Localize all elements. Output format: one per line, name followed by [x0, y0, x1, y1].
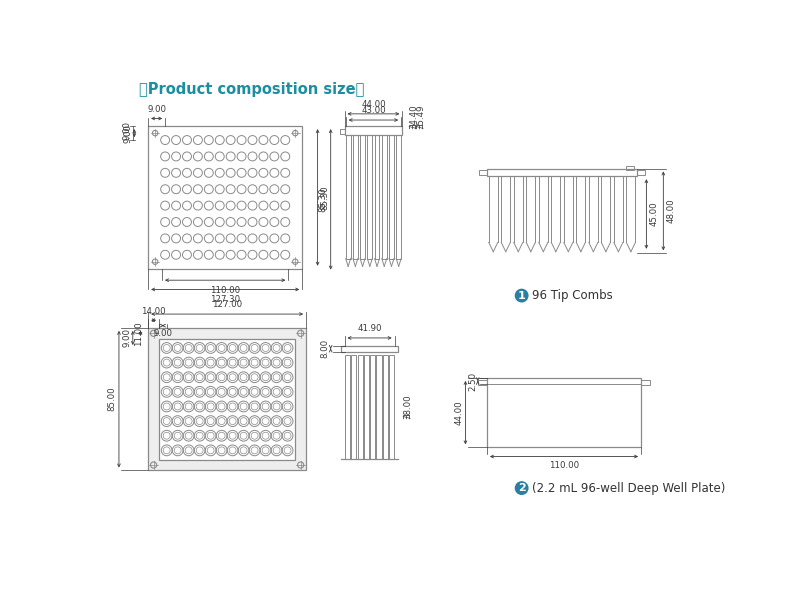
- Text: 【Product composition size】: 【Product composition size】: [139, 82, 364, 97]
- Bar: [345, 355, 350, 459]
- Text: 11.00: 11.00: [134, 321, 143, 346]
- Text: 1: 1: [518, 291, 526, 300]
- Bar: [382, 135, 386, 259]
- Text: 96 Tip Combs: 96 Tip Combs: [532, 289, 613, 302]
- Bar: [487, 378, 641, 447]
- Bar: [389, 135, 394, 259]
- Circle shape: [514, 481, 529, 495]
- Bar: [353, 135, 358, 259]
- Text: 110.00: 110.00: [549, 461, 579, 470]
- Text: ∄8.00: ∄8.00: [402, 395, 411, 419]
- Text: 48.00: 48.00: [666, 198, 675, 224]
- Text: 43.00: 43.00: [361, 107, 386, 116]
- Text: 2: 2: [518, 483, 526, 493]
- Text: 44.00: 44.00: [361, 100, 386, 109]
- Text: 9.00: 9.00: [154, 329, 172, 338]
- Bar: [641, 380, 650, 385]
- Bar: [396, 135, 401, 259]
- Text: 45.00: 45.00: [650, 201, 658, 226]
- Bar: [346, 135, 350, 259]
- Text: 127.30: 127.30: [210, 295, 240, 304]
- Text: 14.00: 14.00: [142, 306, 166, 316]
- Bar: [478, 380, 487, 385]
- Bar: [479, 170, 487, 175]
- Bar: [382, 355, 388, 459]
- Bar: [341, 346, 398, 352]
- Bar: [364, 355, 369, 459]
- Bar: [360, 135, 365, 259]
- Text: 85.00: 85.00: [107, 387, 117, 411]
- Bar: [389, 355, 394, 459]
- Text: 44.00: 44.00: [454, 401, 464, 425]
- Text: 127.00: 127.00: [212, 300, 242, 309]
- Text: (2.2 mL 96-well Deep Well Plate): (2.2 mL 96-well Deep Well Plate): [532, 482, 725, 495]
- Circle shape: [514, 288, 529, 303]
- Bar: [487, 169, 637, 176]
- Text: 9.00: 9.00: [147, 105, 166, 114]
- Bar: [626, 166, 634, 170]
- Bar: [376, 355, 382, 459]
- Text: 9.00: 9.00: [124, 123, 133, 142]
- Bar: [340, 129, 345, 134]
- Bar: [370, 355, 375, 459]
- Text: ∄5.49: ∄5.49: [416, 105, 425, 129]
- Bar: [367, 135, 372, 259]
- Text: ∄4.40: ∄4.40: [409, 105, 418, 129]
- Text: 85.30: 85.30: [321, 185, 330, 210]
- Bar: [637, 170, 645, 175]
- Bar: [345, 126, 402, 135]
- Text: 41.90: 41.90: [358, 324, 382, 333]
- Text: 8.00: 8.00: [320, 339, 329, 358]
- Text: 85.30: 85.30: [318, 187, 327, 212]
- Bar: [159, 339, 295, 460]
- Text: 110.00: 110.00: [210, 285, 240, 294]
- Bar: [374, 135, 379, 259]
- Bar: [351, 355, 357, 459]
- Bar: [148, 328, 306, 470]
- Bar: [358, 355, 362, 459]
- Text: 9.00: 9.00: [122, 328, 131, 347]
- Text: 2.50: 2.50: [469, 371, 478, 390]
- Text: 9.00: 9.00: [122, 120, 131, 139]
- Bar: [148, 126, 302, 269]
